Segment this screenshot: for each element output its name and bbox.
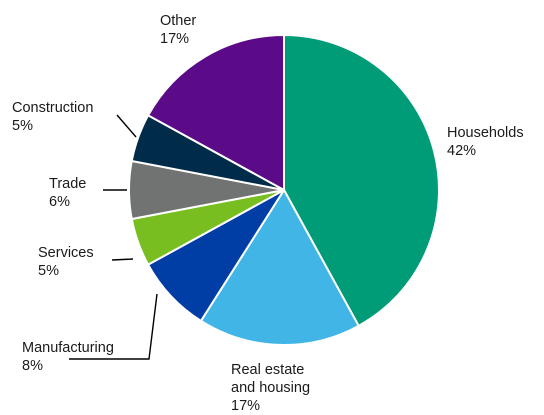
slice-name-label: Other (160, 13, 196, 29)
slice-label-real-estate-and-housing: Real estate and housing 17% (231, 362, 310, 414)
slice-value-label: 6% (49, 194, 70, 210)
slice-label-services: Services 5% (38, 245, 94, 279)
leader-line-construction (117, 115, 136, 137)
slice-label-other: Other 17% (160, 13, 196, 47)
slice-value-label: 8% (22, 358, 43, 374)
slice-name-label: Manufacturing (22, 340, 114, 356)
slice-label-manufacturing: Manufacturing 8% (22, 340, 114, 374)
slice-name-label: Construction (12, 100, 93, 116)
leader-line-services (112, 259, 133, 260)
slice-label-households: Households 42% (447, 125, 524, 159)
slice-name-label: Trade (49, 176, 86, 192)
slice-label-construction: Construction 5% (12, 100, 93, 134)
slice-name-label: Services (38, 245, 94, 261)
slice-value-label: 17% (160, 31, 189, 47)
slice-value-label: 42% (447, 143, 476, 159)
slice-value-label: 5% (12, 118, 33, 134)
pie-slices (129, 35, 439, 345)
slice-name-label: and housing (231, 380, 310, 396)
slice-value-label: 17% (231, 398, 260, 414)
slice-name-label: Households (447, 125, 524, 141)
slice-label-trade: Trade 6% (49, 176, 86, 210)
slice-name-label: Real estate (231, 362, 304, 378)
slice-value-label: 5% (38, 263, 59, 279)
